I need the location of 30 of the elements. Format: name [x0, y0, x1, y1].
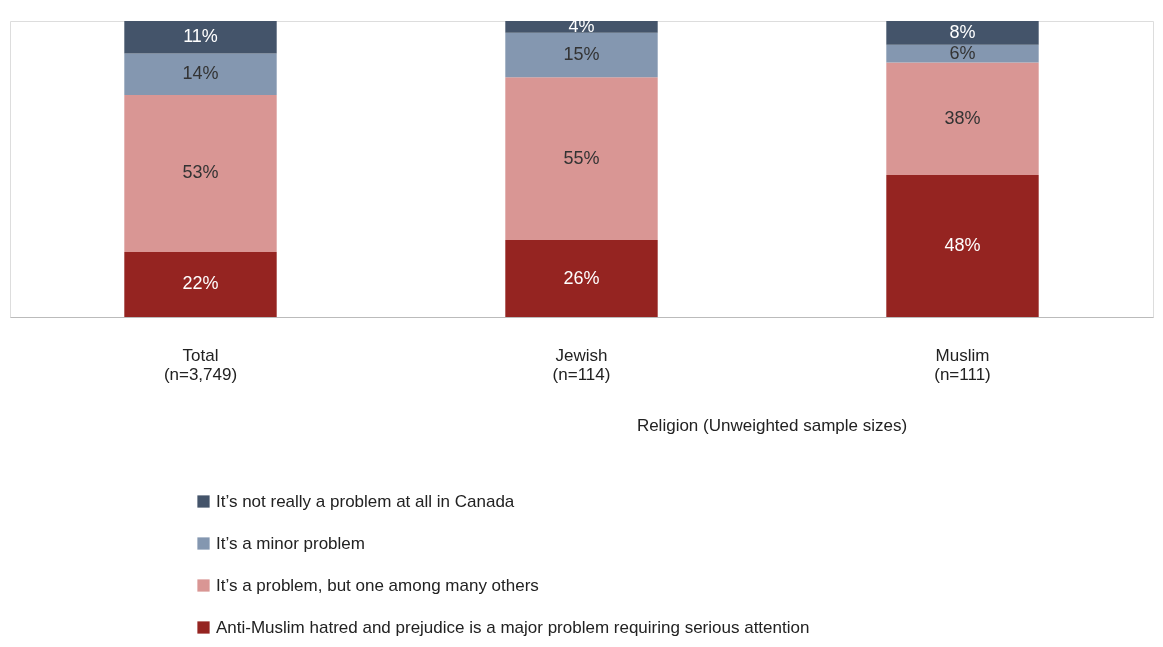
data-label: 15% — [563, 44, 600, 65]
bar — [505, 240, 658, 317]
x-tick-label: Jewish (n=114) — [552, 345, 611, 384]
bar — [124, 251, 277, 317]
legend-label: Anti-Muslim hatred and prejudice is a major problem requiring serious attention — [216, 617, 810, 637]
legend-label: It’s a minor problem — [216, 533, 365, 553]
data-label: 26% — [563, 267, 600, 288]
text: Religion (Unweighted sample sizes) — [636, 416, 908, 435]
data-label: 53% — [182, 162, 219, 183]
legend-label: It’s a problem, but one among many others — [216, 575, 539, 595]
bar — [505, 32, 658, 78]
bar — [886, 21, 1039, 45]
bar — [505, 21, 658, 33]
legend-label: It’s not really a problem at all in Canada — [216, 491, 515, 511]
data-label: 38% — [944, 107, 981, 128]
x-tick-label: Muslim (n=111) — [934, 345, 991, 384]
data-label: 48% — [944, 234, 981, 255]
data-label: 22% — [182, 273, 219, 294]
x-tick-label: Total (n=3,749) — [163, 345, 238, 384]
data-label: 6% — [949, 42, 976, 63]
bar — [886, 62, 1039, 175]
bar — [124, 53, 277, 95]
bar — [505, 77, 658, 241]
bar — [124, 21, 277, 54]
bar — [886, 174, 1039, 317]
data-label: 11% — [183, 26, 218, 47]
data-label: 8% — [949, 21, 976, 42]
data-label: 14% — [182, 63, 219, 84]
bar — [124, 95, 277, 252]
data-label: 55% — [563, 147, 600, 168]
